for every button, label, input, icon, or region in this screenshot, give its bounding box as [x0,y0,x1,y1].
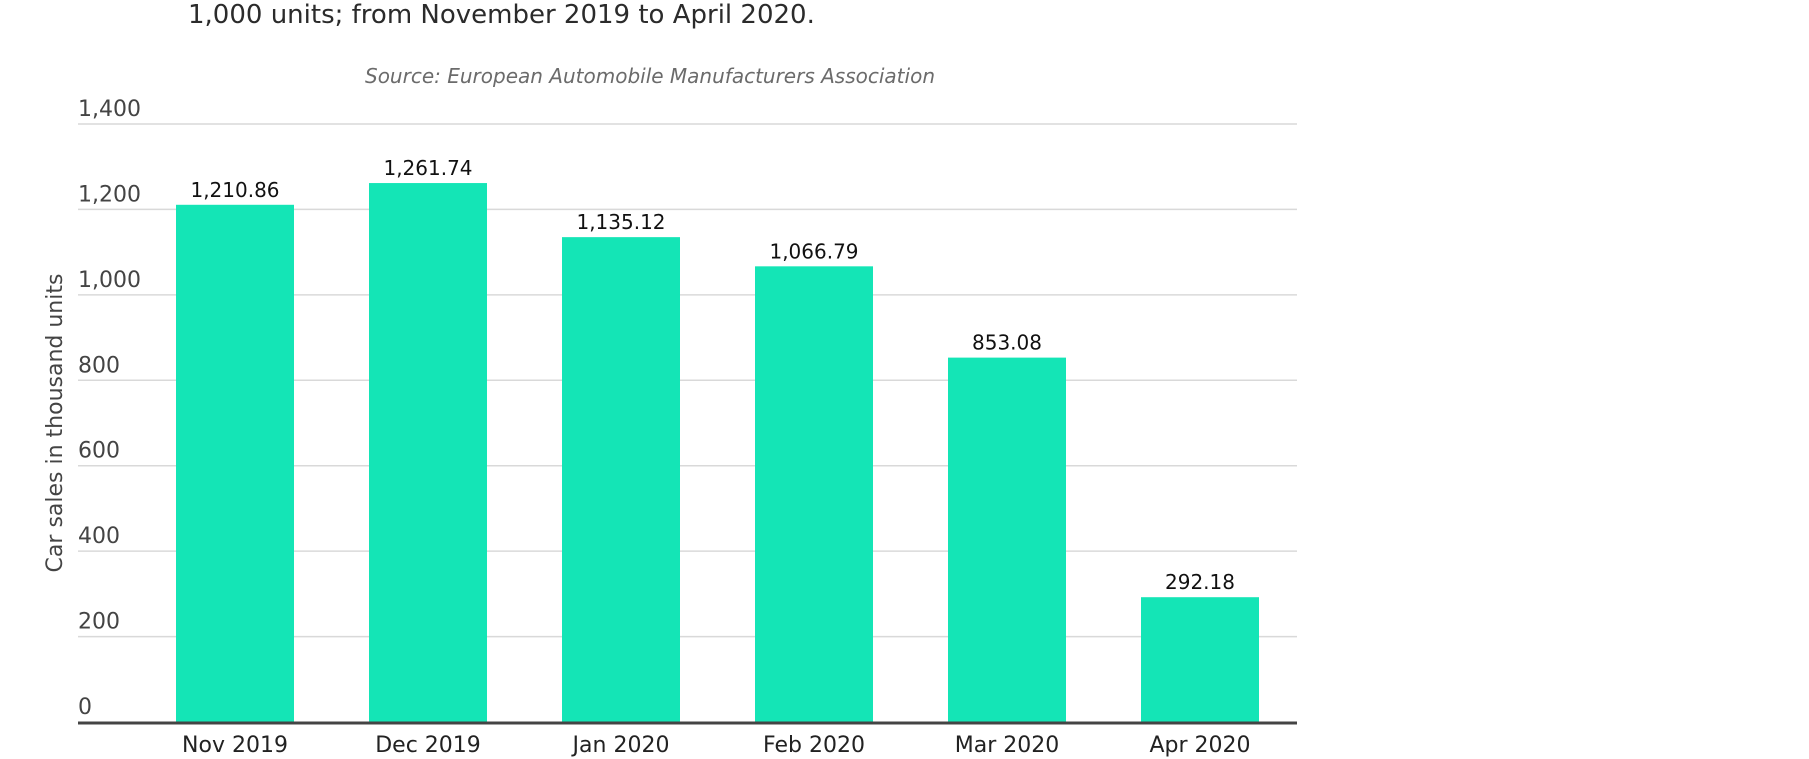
y-tick-label: 1,000 [78,268,141,293]
bar [755,266,873,722]
bar-value-label: 1,261.74 [383,156,472,180]
x-category-label: Mar 2020 [955,733,1060,758]
x-category-label: Nov 2019 [182,733,288,758]
y-tick-label: 400 [78,524,120,549]
x-category-label: Dec 2019 [375,733,481,758]
bars [176,183,1259,723]
x-category-label: Jan 2020 [571,733,670,758]
bar-value-label: 853.08 [972,331,1042,355]
y-tick-label: 600 [78,439,120,464]
y-tick-label: 1,200 [78,182,141,207]
y-axis-title: Car sales in thousand units [43,274,68,573]
y-tick-label: 800 [78,353,120,378]
bar [176,204,294,722]
y-tick-label: 200 [78,610,120,635]
chart-title-fragment: 1,000 units; from November 2019 to April… [188,0,815,30]
bar [1141,597,1259,722]
bar-value-label: 1,066.79 [769,239,858,263]
x-category-label: Apr 2020 [1149,733,1250,758]
chart-source: Source: European Automobile Manufacturer… [365,64,935,88]
bar [948,357,1066,722]
value-labels: 1,210.86 1,261.74 1,135.12 1,066.79 853.08 29… [190,156,1235,594]
bar [369,183,487,723]
bar-value-label: 1,135.12 [576,210,665,234]
y-tick-label: 0 [78,695,92,720]
bar [562,237,680,722]
bar-value-label: 292.18 [1165,570,1235,594]
y-axis-ticks: 0 200 400 600 800 1,000 1,200 1,400 [78,97,141,720]
x-axis-labels: Nov 2019 Dec 2019 Jan 2020 Feb 2020 Mar 2020… [182,733,1250,758]
y-tick-label: 1,400 [78,97,141,122]
x-category-label: Feb 2020 [763,733,865,758]
bar-value-label: 1,210.86 [190,178,279,202]
